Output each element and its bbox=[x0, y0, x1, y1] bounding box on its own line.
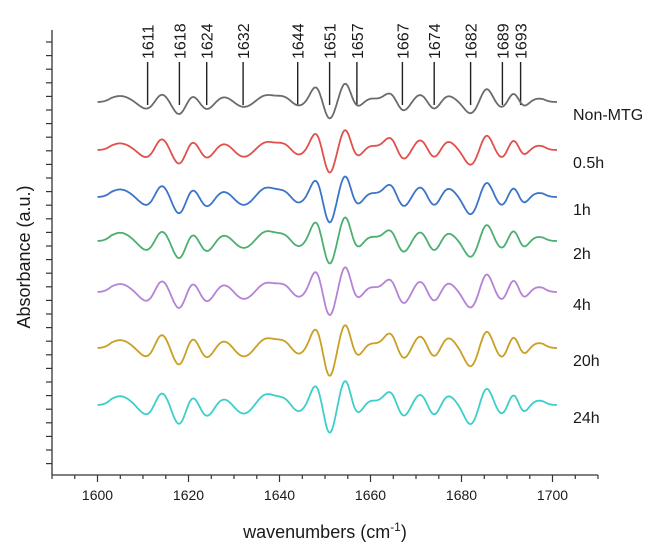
peak-markers bbox=[146, 62, 522, 105]
series-label: 0.5h bbox=[573, 155, 604, 172]
series-label: 1h bbox=[573, 202, 591, 219]
series-label: 20h bbox=[573, 353, 600, 370]
y-axis-title: Absorbance (a.u.) bbox=[14, 185, 34, 328]
peak-label: 1644 bbox=[291, 23, 308, 59]
peak-label: 1674 bbox=[427, 23, 444, 59]
series-line bbox=[97, 82, 557, 120]
peak-label: 1611 bbox=[141, 24, 158, 59]
peak-label: 1689 bbox=[495, 23, 512, 59]
series-label: Non-MTG bbox=[573, 107, 643, 124]
series-label: 4h bbox=[573, 297, 591, 314]
x-tick-label: 1700 bbox=[537, 487, 568, 503]
series-label: 24h bbox=[573, 410, 600, 427]
x-tick-label: 1660 bbox=[355, 487, 386, 503]
series-line bbox=[97, 324, 557, 377]
x-axis-title-exponent: -1 bbox=[390, 520, 401, 534]
peak-label: 1624 bbox=[200, 23, 217, 59]
peak-label: 1657 bbox=[350, 23, 367, 59]
peak-label: 1682 bbox=[464, 23, 481, 59]
x-tick-label: 1640 bbox=[264, 487, 295, 503]
peak-labels: 1611 1618 1624 1632 1644 1651 1657 1667 1674 1682… bbox=[141, 23, 531, 59]
x-tick-label: 1620 bbox=[173, 487, 204, 503]
y-ticks bbox=[46, 41, 52, 465]
series-line bbox=[97, 129, 557, 174]
series-line bbox=[97, 175, 557, 224]
series-label: 2h bbox=[573, 246, 591, 263]
series-line bbox=[97, 216, 557, 265]
peak-label: 1667 bbox=[395, 23, 412, 59]
series-line bbox=[97, 266, 557, 317]
x-tick-label: 1680 bbox=[446, 487, 477, 503]
series-labels: Non-MTG 0.5h 1h 2h 4h 20h 24h bbox=[573, 107, 643, 427]
x-axis-title: wavenumbers (cm-1) bbox=[242, 520, 407, 542]
x-axis-title-suffix: ) bbox=[401, 522, 407, 542]
series-line bbox=[97, 380, 557, 434]
x-axis-title-main: wavenumbers (cm bbox=[242, 522, 390, 542]
x-tick-labels: 1600 1620 1640 1660 1680 1700 bbox=[82, 487, 568, 503]
peak-label: 1618 bbox=[172, 23, 189, 59]
peak-label: 1693 bbox=[514, 23, 531, 59]
peak-label: 1632 bbox=[236, 23, 253, 59]
x-tick-label: 1600 bbox=[82, 487, 113, 503]
peak-label: 1651 bbox=[323, 23, 340, 59]
x-ticks bbox=[51, 475, 599, 482]
series-group bbox=[97, 82, 557, 434]
